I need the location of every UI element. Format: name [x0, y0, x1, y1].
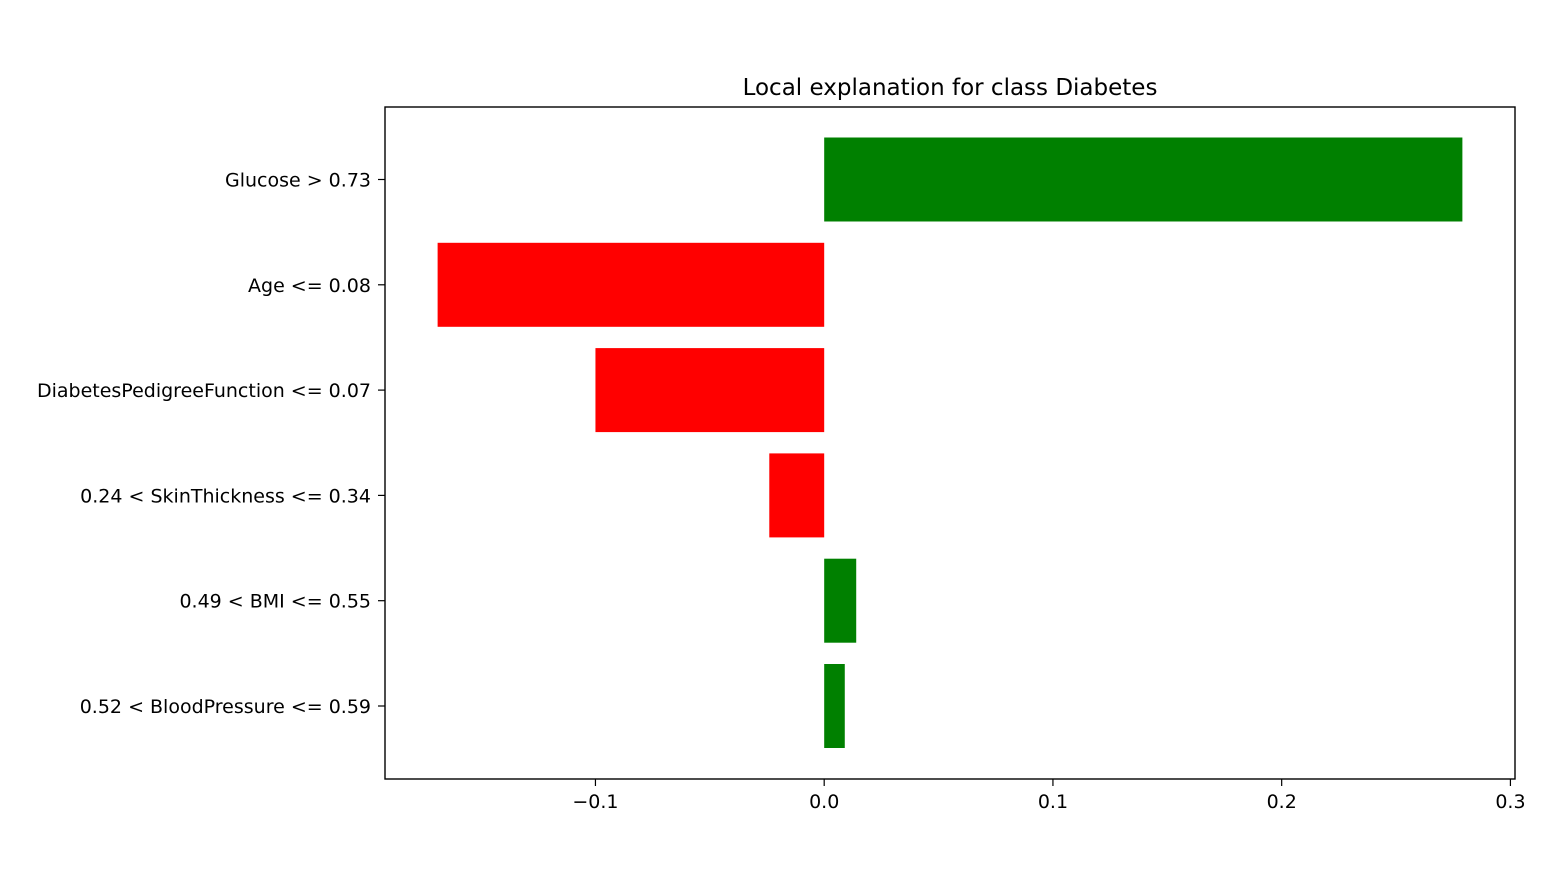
x-tick-label: 0.3: [1495, 791, 1525, 813]
bar-diabetespedigreefunction-0-07: [595, 348, 825, 433]
bar-age-0-08: [437, 242, 825, 327]
y-tick-label: 0.24 < SkinThickness <= 0.34: [80, 485, 371, 507]
y-tick-label: Glucose > 0.73: [225, 170, 371, 192]
plot-frame: [384, 106, 1516, 780]
x-tick-label: −0.1: [572, 791, 618, 813]
x-axis: −0.1 0.0 0.1 0.2 0.3: [572, 779, 1526, 813]
y-tick-label: DiabetesPedigreeFunction <= 0.07: [37, 380, 371, 402]
chart-title: Local explanation for class Diabetes: [743, 75, 1158, 101]
x-tick-label: 0.2: [1267, 791, 1297, 813]
bar-0-24-skinthickness-0-34: [769, 453, 825, 538]
bar-glucose-0-73: [824, 137, 1463, 222]
bars-group: [437, 137, 1463, 748]
y-tick-label: 0.49 < BMI <= 0.55: [179, 591, 371, 613]
bar-0-49-bmi-0-55: [824, 558, 857, 643]
x-tick-label: 0.0: [809, 791, 839, 813]
bar-0-52-bloodpressure-0-59: [824, 664, 845, 748]
y-tick-label: 0.52 < BloodPressure <= 0.59: [80, 696, 371, 718]
x-tick-label: 0.1: [1038, 791, 1068, 813]
y-tick-labels: Glucose > 0.73 Age <= 0.08 DiabetesPedigre…: [37, 170, 385, 718]
y-tick-label: Age <= 0.08: [248, 275, 371, 297]
